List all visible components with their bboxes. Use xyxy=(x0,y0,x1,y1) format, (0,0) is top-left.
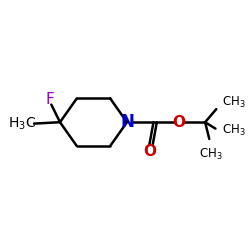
Text: F: F xyxy=(46,92,54,106)
Text: O: O xyxy=(172,115,185,130)
Text: CH$_3$: CH$_3$ xyxy=(199,146,222,162)
Text: H$_3$C: H$_3$C xyxy=(8,116,36,132)
Text: CH$_3$: CH$_3$ xyxy=(222,95,246,110)
Text: CH$_3$: CH$_3$ xyxy=(222,122,246,138)
Text: O: O xyxy=(143,144,156,159)
Text: N: N xyxy=(120,113,134,131)
